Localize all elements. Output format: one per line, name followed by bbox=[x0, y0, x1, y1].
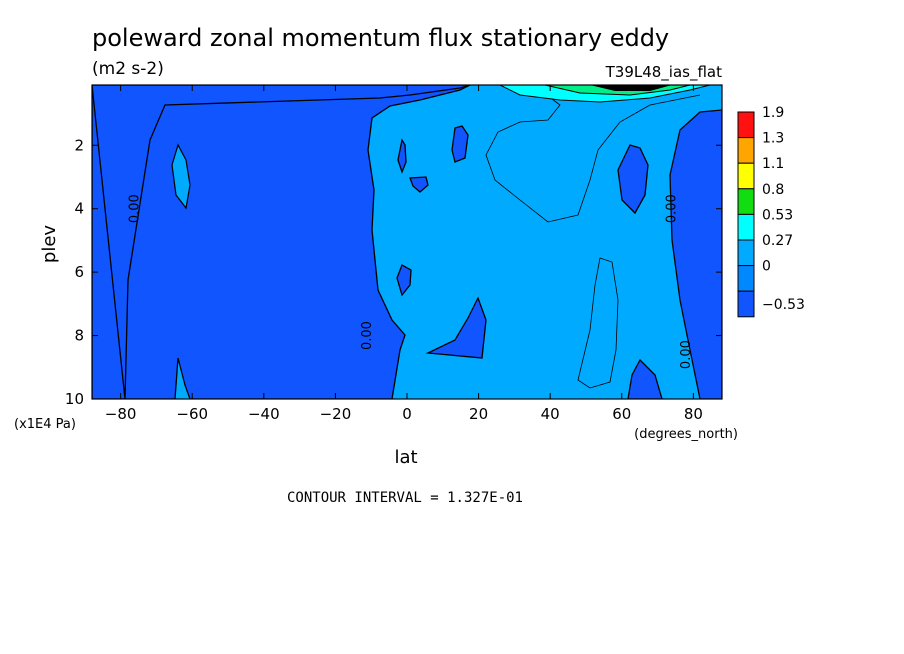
negative-cell-c3 bbox=[409, 176, 429, 193]
legend-swatch bbox=[737, 290, 755, 318]
y-tick-label: 2 bbox=[74, 136, 84, 154]
legend-swatch bbox=[737, 239, 755, 267]
x-axis: −80 −60 −40 −20 0 20 40 60 80 bbox=[105, 85, 703, 423]
y-tick-label: 10 bbox=[65, 390, 84, 408]
legend-swatch bbox=[737, 162, 755, 190]
negative-cell-e1 bbox=[617, 144, 649, 215]
contour-interval: CONTOUR INTERVAL = 1.327E-01 bbox=[287, 490, 523, 506]
x-tick-label: −80 bbox=[105, 405, 137, 423]
chart-subtitle: (m2 s-2) bbox=[92, 59, 164, 79]
contour-thin bbox=[485, 89, 701, 223]
legend-label: 1.3 bbox=[762, 131, 784, 147]
negative-cell-c4 bbox=[396, 264, 412, 297]
legend-label: −0.53 bbox=[762, 297, 805, 313]
negative-cell-c5 bbox=[425, 296, 487, 359]
light-cell-west bbox=[171, 143, 191, 210]
dataset-label: T39L48_ias_flat bbox=[605, 63, 723, 82]
x-tick-label: 20 bbox=[469, 405, 488, 423]
legend-swatch bbox=[737, 265, 755, 292]
x-tick-label: 0 bbox=[402, 405, 412, 423]
x-units: (degrees_north) bbox=[634, 427, 738, 442]
negative-cell-c2 bbox=[397, 138, 407, 174]
x-tick-label: −60 bbox=[176, 405, 208, 423]
contour-label: 0.00 bbox=[664, 194, 679, 223]
y-tick-label: 8 bbox=[74, 327, 84, 345]
x-tick-label: 60 bbox=[612, 405, 631, 423]
legend-swatch bbox=[737, 137, 755, 164]
y-tick-label: 4 bbox=[74, 200, 84, 218]
contour-label: 0.00 bbox=[360, 321, 375, 350]
y-tick-label: 6 bbox=[74, 263, 84, 281]
negative-region-east bbox=[669, 109, 722, 399]
y-axis-label: plev bbox=[39, 225, 60, 264]
legend-swatch bbox=[737, 188, 755, 215]
legend-label: 0 bbox=[762, 259, 771, 275]
x-tick-label: 80 bbox=[684, 405, 703, 423]
legend-label: 0.53 bbox=[762, 207, 793, 223]
x-tick-label: −40 bbox=[248, 405, 280, 423]
y-axis: 2 4 6 8 10 bbox=[65, 136, 722, 408]
x-axis-label: lat bbox=[394, 447, 417, 468]
negative-cell-c1 bbox=[451, 125, 469, 163]
legend-label: 1.1 bbox=[762, 156, 784, 172]
legend-label: 0.8 bbox=[762, 182, 784, 198]
legend-swatch bbox=[737, 213, 755, 241]
legend-swatch bbox=[737, 111, 755, 139]
y-units: (x1E4 Pa) bbox=[14, 417, 76, 432]
legend-label: 1.9 bbox=[762, 105, 784, 121]
contour-label: 0.00 bbox=[128, 194, 143, 223]
chart-title: poleward zonal momentum flux stationary … bbox=[92, 24, 669, 52]
contour-label: 0.00 bbox=[679, 340, 694, 369]
color-legend: 1.9 1.3 1.1 0.8 0.53 0.27 0 −0.53 bbox=[737, 105, 805, 318]
x-tick-label: 40 bbox=[541, 405, 560, 423]
negative-cell-se bbox=[627, 358, 663, 399]
contour-thin-2 bbox=[577, 257, 619, 389]
x-tick-label: −20 bbox=[320, 405, 352, 423]
plot-area: 0.00 0.00 0.00 0.00 bbox=[91, 84, 723, 400]
max-core-top bbox=[590, 85, 672, 91]
legend-label: 0.27 bbox=[762, 233, 793, 249]
